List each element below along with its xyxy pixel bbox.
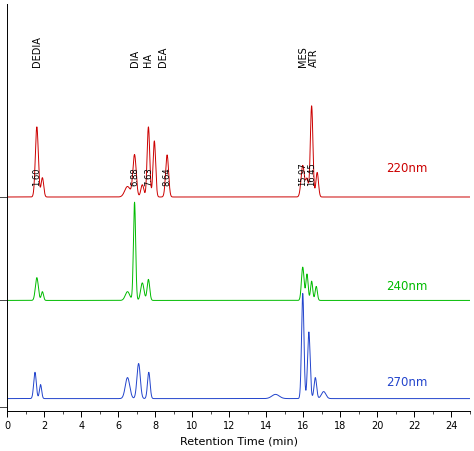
Text: 1.60: 1.60 [32, 168, 41, 186]
Text: ATR: ATR [310, 49, 319, 67]
Text: 8.64: 8.64 [163, 168, 172, 186]
Text: HA: HA [144, 53, 154, 67]
Text: 270nm: 270nm [387, 376, 428, 389]
Text: 7.63: 7.63 [144, 168, 153, 186]
Text: DEDIA: DEDIA [32, 37, 42, 67]
Text: MES: MES [298, 46, 308, 67]
Text: DIA: DIA [129, 50, 139, 67]
Text: 220nm: 220nm [387, 162, 428, 175]
Text: DEA: DEA [158, 47, 168, 67]
X-axis label: Retention Time (min): Retention Time (min) [180, 437, 298, 447]
Text: 6.88: 6.88 [130, 168, 139, 186]
Text: 240nm: 240nm [387, 280, 428, 293]
Text: 15.97: 15.97 [298, 163, 307, 186]
Text: 16.45: 16.45 [307, 163, 316, 186]
